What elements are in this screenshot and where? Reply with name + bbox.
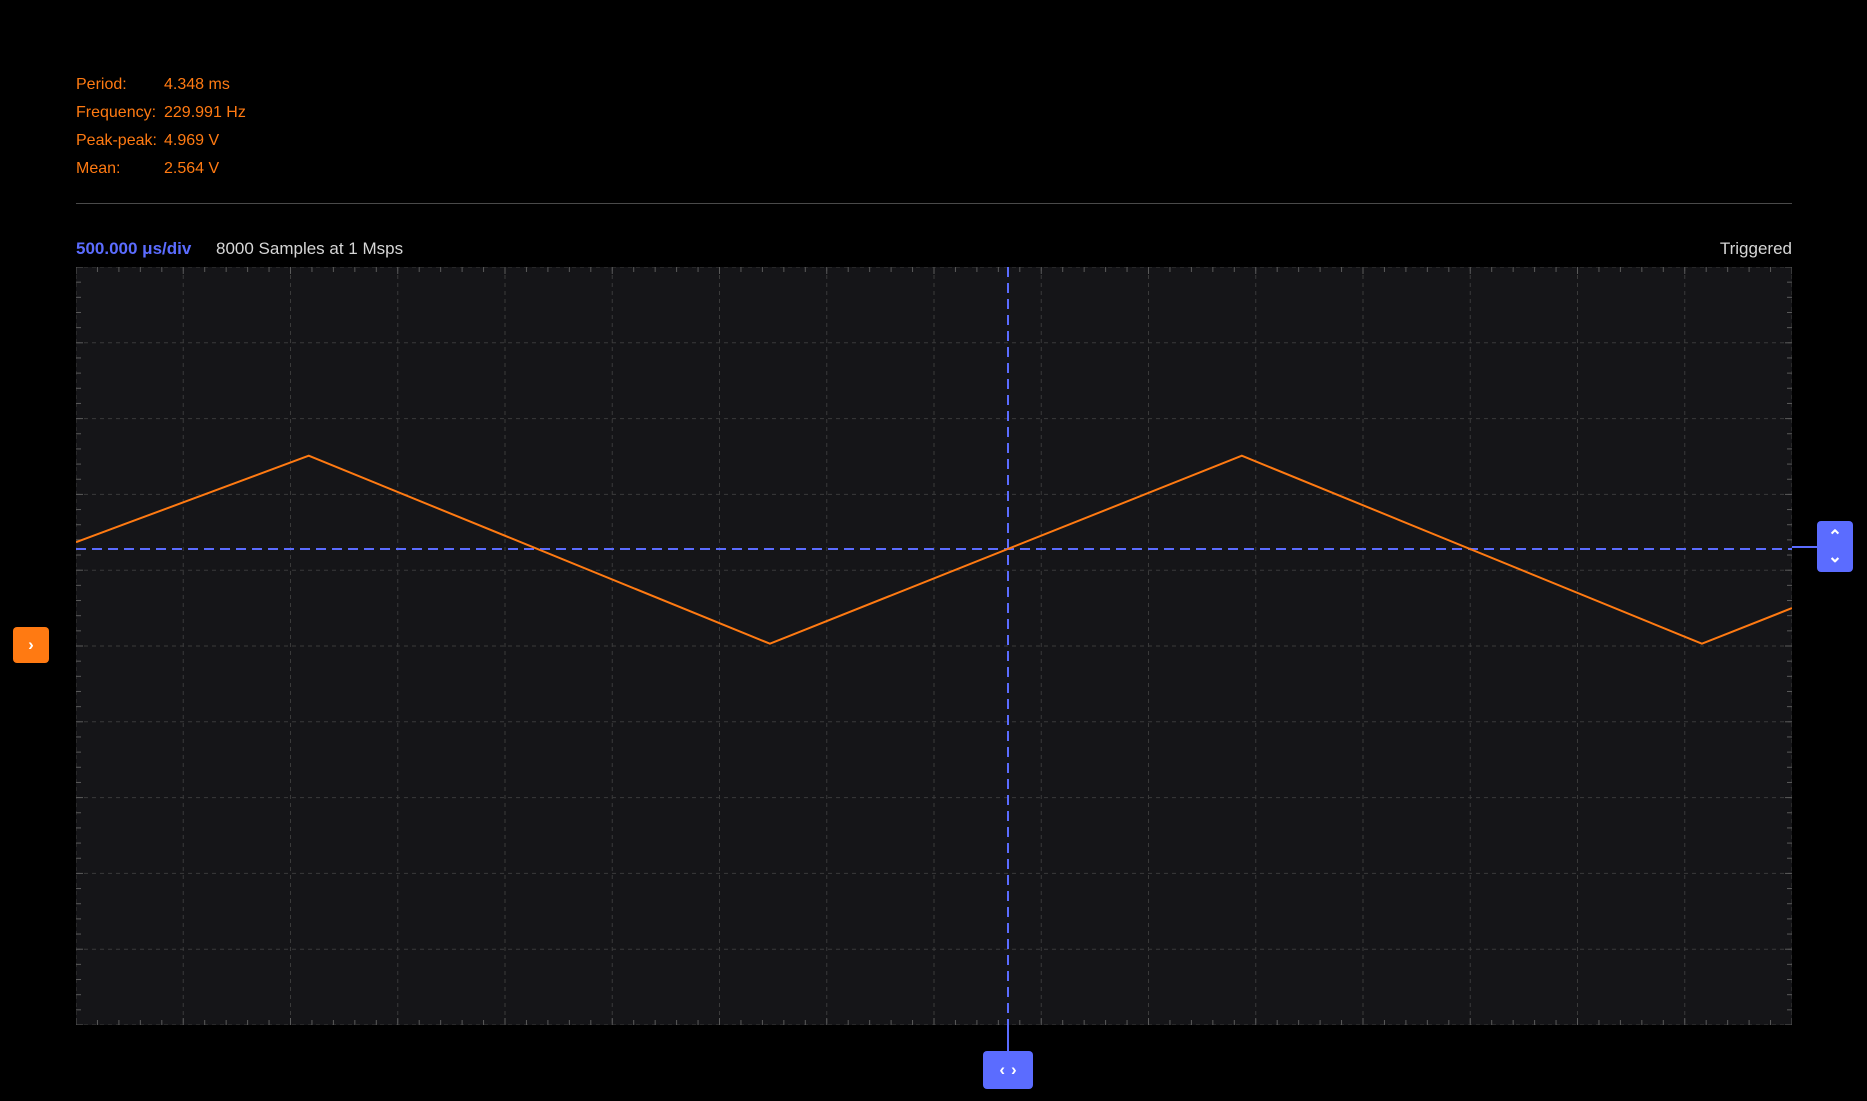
trigger-level-handle-stem [1792,546,1817,548]
chevron-up-icon: ⌃ [1827,526,1843,546]
chevron-down-icon: ⌄ [1827,546,1843,566]
ticks [76,267,1792,1025]
chevron-left-icon: ‹ [999,1060,1005,1079]
grid [76,267,1792,1025]
oscilloscope-plot[interactable] [76,267,1792,1025]
divider [76,203,1792,204]
signal-trace [76,454,1792,645]
measure-label-frequency: Frequency: [76,104,157,121]
measure-label-period: Period: [76,76,127,93]
measure-label-peakpeak: Peak-peak: [76,132,157,149]
trigger-level-handle[interactable]: ⌃ ⌄ [1817,521,1853,572]
chevron-right-icon: › [1011,1060,1017,1079]
measure-value-frequency: 229.991 Hz [164,104,246,121]
plot-svg [76,267,1792,1025]
measure-value-peakpeak: 4.969 V [164,132,220,149]
trigger-status: Triggered [1719,239,1792,258]
trigger-time-handle[interactable]: ‹ › [983,1051,1033,1089]
measure-label-mean: Mean: [76,160,121,177]
chevron-right-icon: › [28,635,34,654]
timebase-label[interactable]: 500.000 μs/div [76,239,192,258]
channel-offset-handle[interactable]: › [13,627,49,663]
measure-value-mean: 2.564 V [164,160,220,177]
measurements-panel: Period: 4.348 ms Frequency: 229.991 Hz P… [76,74,246,180]
samples-label: 8000 Samples at 1 Msps [216,239,404,258]
trigger-time-handle-stem [1007,1025,1009,1051]
measure-value-period: 4.348 ms [164,76,230,93]
